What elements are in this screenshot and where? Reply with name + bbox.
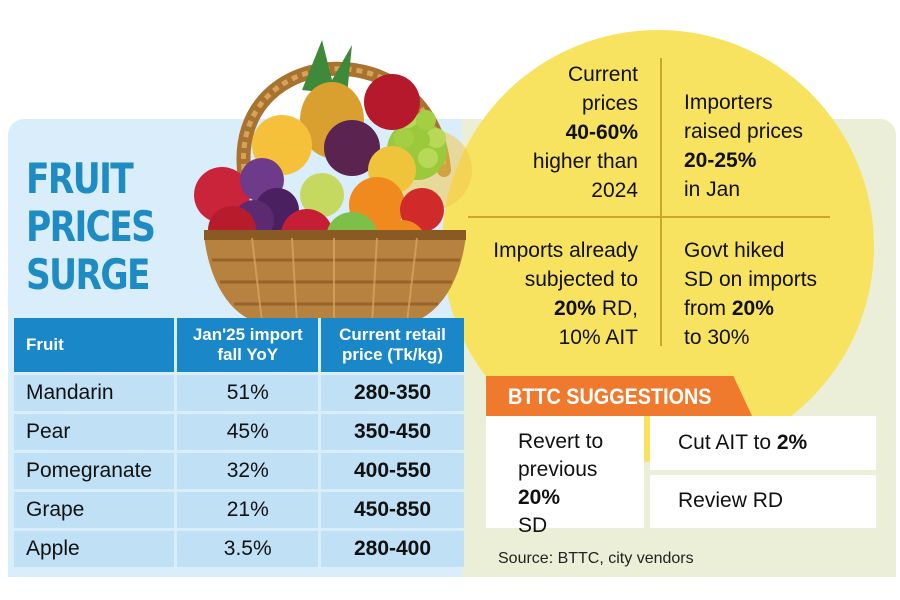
cell-fruit: Grape bbox=[14, 492, 175, 528]
fact-highlight: 20% bbox=[731, 297, 774, 320]
fact-current-prices: Current prices 40-60% higher than 2024 bbox=[533, 60, 638, 205]
suggestion-text: Review RD bbox=[678, 489, 784, 512]
fact-line: raised prices bbox=[684, 120, 804, 143]
fact-line: prices bbox=[581, 92, 638, 115]
fact-line: 10% AIT bbox=[558, 326, 638, 349]
fact-text: RD, bbox=[601, 297, 638, 320]
suggestion-line: Revert to bbox=[518, 430, 604, 453]
header-retail-price-line2: price (Tk/kg) bbox=[341, 345, 444, 364]
cell-retail-price: 280-400 bbox=[318, 531, 464, 567]
title-line-1: FRUIT bbox=[26, 154, 134, 203]
cell-import-fall: 32% bbox=[174, 453, 319, 489]
fact-line: to 30% bbox=[684, 326, 750, 349]
fact-line: 20% RD, bbox=[493, 294, 638, 323]
facts-divider-horizontal bbox=[468, 216, 830, 218]
suggestion-highlight: 20% bbox=[518, 486, 561, 509]
suggestion-card-review-rd: Review RD bbox=[650, 475, 876, 528]
cell-fruit: Mandarin bbox=[14, 375, 175, 411]
header-import-fall-line2: fall YoY bbox=[217, 345, 279, 364]
suggestion-text: SD bbox=[518, 514, 548, 537]
fact-govt-hiked-sd: Govt hiked SD on imports from 20% to 30% bbox=[684, 236, 817, 352]
fact-line: higher than bbox=[532, 150, 638, 173]
suggestion-card-revert-sd: Revert to previous 20% SD bbox=[486, 416, 644, 537]
cell-fruit: Pear bbox=[14, 414, 175, 450]
table-row: Mandarin 51% 280-350 bbox=[14, 375, 464, 411]
suggestions-header-label: BTTC SUGGESTIONS bbox=[508, 384, 712, 409]
cell-fruit: Apple bbox=[14, 531, 175, 567]
cell-fruit: Pomegranate bbox=[14, 453, 175, 489]
source-note: Source: BTTC, city vendors bbox=[498, 550, 694, 567]
header-retail-price: Current retail price (Tk/kg) bbox=[318, 318, 464, 372]
header-import-fall-line1: Jan'25 import bbox=[192, 325, 303, 344]
cell-retail-price: 350-450 bbox=[318, 414, 464, 450]
header-fruit-label: Fruit bbox=[26, 335, 64, 354]
suggestions-header: BTTC SUGGESTIONS bbox=[486, 376, 752, 416]
table-row: Pomegranate 32% 400-550 bbox=[14, 453, 464, 489]
table-row: Grape 21% 450-850 bbox=[14, 492, 464, 528]
cell-import-fall: 51% bbox=[174, 375, 319, 411]
cell-import-fall: 3.5% bbox=[174, 531, 319, 567]
table-row: Pear 45% 350-450 bbox=[14, 414, 464, 450]
fact-imports-subjected: Imports already subjected to 20% RD, 10%… bbox=[493, 236, 638, 352]
fact-line: Current bbox=[567, 63, 638, 86]
fact-line: Govt hiked bbox=[684, 239, 785, 262]
suggestion-line: 20% SD bbox=[518, 484, 603, 540]
page-title: FRUIT PRICES SURGE bbox=[26, 155, 190, 299]
fact-line: SD on imports bbox=[684, 268, 818, 291]
fact-line: subjected to bbox=[524, 268, 638, 291]
facts-divider-vertical bbox=[660, 58, 662, 346]
cell-retail-price: 280-350 bbox=[318, 375, 464, 411]
suggestion-card-cut-ait: Cut AIT to 2% bbox=[650, 416, 876, 470]
fact-line: Importers bbox=[684, 91, 773, 114]
suggestion-text: Cut AIT to bbox=[678, 431, 777, 454]
suggestion-highlight: 2% bbox=[776, 431, 808, 454]
cell-retail-price: 450-850 bbox=[318, 492, 464, 528]
fact-text: from bbox=[684, 297, 732, 320]
fact-highlight: 20% bbox=[553, 297, 602, 320]
fact-highlight: 40-60% bbox=[565, 121, 638, 144]
table-row: Apple 3.5% 280-400 bbox=[14, 531, 464, 567]
fact-line: 2024 bbox=[591, 179, 638, 202]
title-line-3: SURGE bbox=[26, 250, 151, 299]
fact-line: in Jan bbox=[684, 178, 741, 201]
fact-highlight: 20-25% bbox=[684, 149, 757, 172]
fact-importers-raised: Importers raised prices 20-25% in Jan bbox=[684, 88, 803, 204]
fruit-price-table: Fruit Jan'25 import fall YoY Current reta… bbox=[14, 315, 464, 570]
table-header-row: Fruit Jan'25 import fall YoY Current reta… bbox=[14, 318, 464, 372]
header-retail-price-line1: Current retail bbox=[339, 325, 446, 344]
suggestion-line: previous bbox=[518, 458, 598, 481]
cell-import-fall: 21% bbox=[174, 492, 319, 528]
title-line-2: PRICES bbox=[26, 202, 156, 251]
fact-line: from 20% bbox=[684, 294, 817, 323]
fruit-basket-icon bbox=[194, 40, 472, 325]
cell-import-fall: 45% bbox=[174, 414, 319, 450]
fact-line: Imports already bbox=[493, 239, 638, 262]
cell-retail-price: 400-550 bbox=[318, 453, 464, 489]
header-fruit: Fruit bbox=[14, 318, 175, 372]
header-import-fall: Jan'25 import fall YoY bbox=[174, 318, 319, 372]
